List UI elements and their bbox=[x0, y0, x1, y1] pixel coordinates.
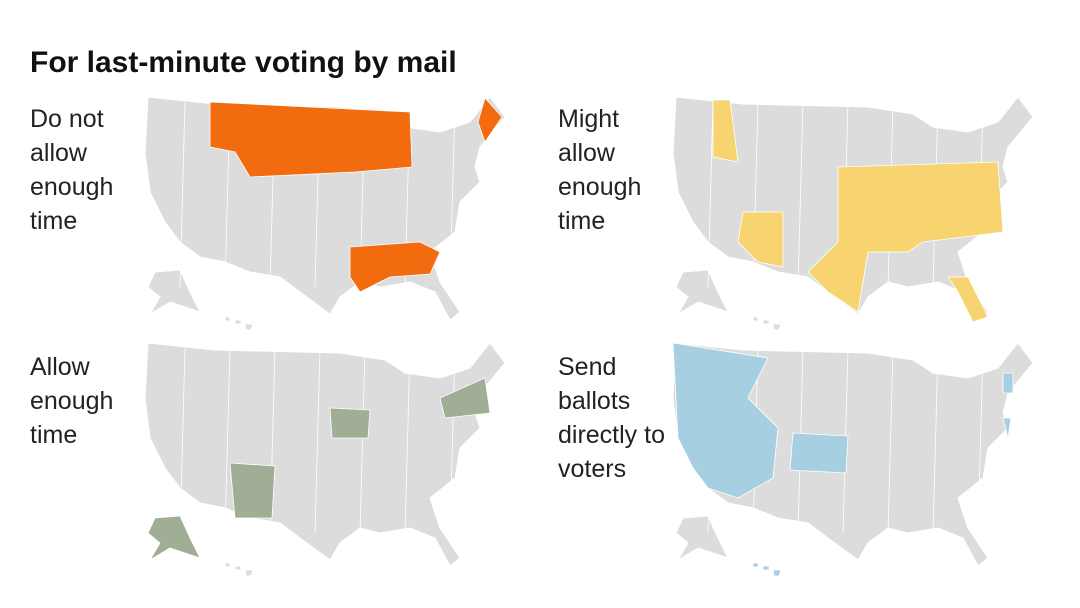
highlighted-states bbox=[349, 241, 441, 293]
highlighted-states bbox=[672, 342, 779, 499]
panel-label: Do not allow enough time bbox=[30, 105, 114, 235]
state-shape bbox=[147, 269, 201, 315]
state-shape bbox=[224, 562, 231, 568]
state-shape bbox=[234, 565, 242, 571]
highlighted-states bbox=[712, 99, 739, 163]
state-shape bbox=[675, 269, 729, 315]
state-shape bbox=[144, 342, 506, 567]
state-border bbox=[179, 101, 186, 288]
highlighted-states bbox=[209, 101, 413, 178]
state-shape bbox=[772, 323, 782, 331]
highlighted-states bbox=[947, 276, 989, 323]
highlighted-states bbox=[229, 462, 276, 519]
highlighted-states bbox=[1002, 417, 1012, 439]
highlighted-states bbox=[752, 562, 759, 568]
state-shape bbox=[234, 319, 242, 325]
panel-label: Allow enough time bbox=[30, 353, 114, 449]
state-border bbox=[404, 347, 411, 534]
highlighted-states bbox=[477, 97, 503, 143]
highlighted-states bbox=[329, 407, 371, 439]
state-border bbox=[449, 347, 456, 534]
us-map bbox=[144, 96, 506, 331]
state-border bbox=[224, 347, 231, 534]
highlighted-states bbox=[789, 432, 849, 474]
highlighted-states bbox=[1002, 372, 1014, 394]
highlighted-states bbox=[439, 377, 491, 419]
state-border bbox=[359, 347, 366, 534]
state-shape bbox=[752, 316, 759, 322]
state-shape bbox=[672, 342, 1034, 567]
panel-label: Send ballots directly to voters bbox=[558, 353, 665, 483]
state-shape bbox=[244, 323, 254, 331]
state-border bbox=[314, 347, 321, 534]
state-border bbox=[449, 101, 456, 288]
highlighted-states bbox=[807, 161, 1004, 313]
state-shape bbox=[224, 316, 231, 322]
us-map bbox=[144, 342, 506, 577]
state-border bbox=[797, 101, 804, 288]
state-border bbox=[707, 101, 714, 288]
state-shape bbox=[675, 515, 729, 561]
state-border bbox=[932, 347, 939, 534]
us-map bbox=[672, 342, 1034, 577]
title: For last-minute voting by mail bbox=[30, 46, 457, 79]
state-border bbox=[887, 347, 894, 534]
panel-label: Might allow enough time bbox=[558, 105, 642, 235]
highlighted-states bbox=[147, 515, 201, 561]
state-border bbox=[977, 347, 984, 534]
state-shape bbox=[244, 569, 254, 577]
highlighted-states bbox=[772, 569, 782, 577]
highlighted-states bbox=[762, 565, 770, 571]
state-shape bbox=[762, 319, 770, 325]
state-border bbox=[179, 347, 186, 534]
highlighted-states bbox=[737, 211, 784, 268]
us-map bbox=[672, 96, 1034, 331]
